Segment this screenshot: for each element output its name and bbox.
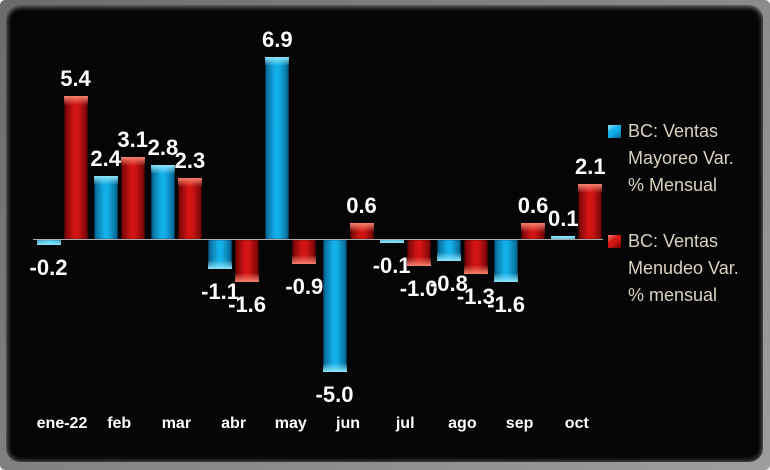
x-tick-ene-22: ene-22 [36,415,88,432]
bar-value-menudeo-sep: 0.6 [517,193,549,219]
bar-value-menudeo-jul: -1.0 [399,276,438,302]
bar-mayoreo-sep [494,240,519,283]
bar-mayoreo-jul [379,240,404,243]
x-tick-abr: abr [221,415,247,432]
bar-value-menudeo-oct: 2.1 [575,153,606,179]
bar-menudeo-jun [349,223,374,239]
bar-value-mayoreo-jun: -5.0 [315,382,354,407]
legend-swatch-menudeo-icon [608,235,621,248]
bar-mayoreo-abr [208,240,233,270]
bar-menudeo-abr [235,240,260,283]
bar-value-menudeo-feb: 3.1 [117,127,148,153]
bar-value-mayoreo-feb: 2.4 [90,145,121,171]
bar-value-menudeo-ago: -1.3 [456,284,495,310]
x-axis-line [33,239,603,240]
x-tick-mar: mar [161,415,192,432]
bar-value-menudeo-ene-22: 5.4 [60,66,91,92]
bar-value-menudeo-jun: 0.6 [346,193,377,219]
bar-value-menudeo-abr: -1.6 [228,292,267,318]
x-tick-jun: jun [336,415,360,432]
bar-mayoreo-ene-22 [36,240,61,246]
bar-value-mayoreo-jul: -0.1 [372,252,411,278]
bar-value-mayoreo-oct: 0.1 [548,206,579,232]
bar-menudeo-mar [177,178,202,239]
bar-value-mayoreo-ene-22: -0.2 [29,255,68,281]
bar-mayoreo-oct [551,236,576,239]
legend-line: BC: Ventas [628,231,719,251]
bar-menudeo-feb [120,157,145,239]
bar-mayoreo-may [265,56,290,239]
x-tick-jul: jul [395,415,415,432]
bar-mayoreo-jun [322,240,347,372]
legend-entry-menudeo: BC: Ventas Menudeo Var. % mensual [608,228,739,309]
bar-menudeo-ene-22 [63,96,88,239]
bar-menudeo-may [292,240,317,264]
x-tick-may: may [274,415,307,432]
legend-line: BC: Ventas [628,121,719,141]
bar-value-mayoreo-may: 6.9 [262,26,293,52]
legend-label-mayoreo: BC: Ventas Mayoreo Var. % Mensual [628,118,734,199]
x-tick-sep: sep [505,415,534,432]
legend-line: Mayoreo Var. [628,148,734,168]
bar-value-menudeo-may: -0.9 [285,273,324,299]
bar-mayoreo-mar [150,165,175,239]
x-tick-feb: feb [107,415,132,432]
x-tick-oct: oct [564,415,589,432]
legend-label-menudeo: BC: Ventas Menudeo Var. % mensual [628,228,739,309]
x-tick-ago: ago [448,415,477,432]
bar-value-mayoreo-sep: -1.6 [487,292,526,318]
legend: BC: Ventas Mayoreo Var. % Mensual BC: Ve… [608,118,739,309]
bar-value-menudeo-mar: 2.3 [174,148,206,174]
bar-mayoreo-feb [93,175,118,239]
bar-menudeo-jul [406,240,431,267]
legend-entry-mayoreo: BC: Ventas Mayoreo Var. % Mensual [608,118,739,199]
bar-menudeo-sep [521,223,546,239]
legend-line: % Mensual [628,175,718,195]
bar-mayoreo-ago [436,240,461,262]
legend-line: % mensual [628,285,718,305]
bar-value-mayoreo-abr: -1.1 [201,279,240,305]
legend-line: Menudeo Var. [628,258,739,278]
bar-value-mayoreo-ago: -0.8 [429,271,468,297]
bar-menudeo-oct [578,183,603,239]
bar-value-mayoreo-mar: 2.8 [147,135,179,161]
legend-swatch-mayoreo-icon [608,125,621,138]
bar-menudeo-ago [463,240,488,275]
